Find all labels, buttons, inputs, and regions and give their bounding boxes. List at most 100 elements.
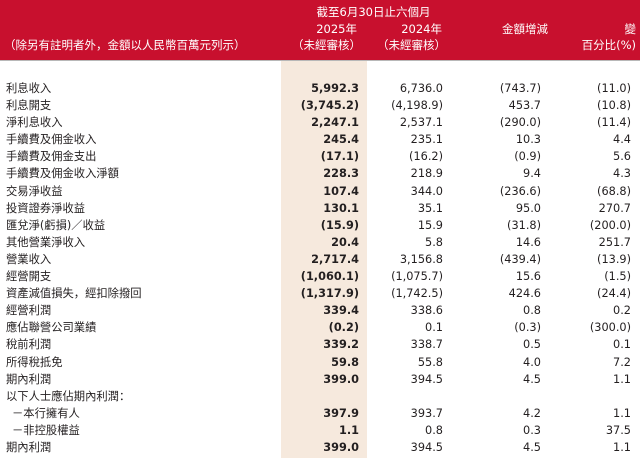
table-row: 稅前利潤 339.2 338.7 0.5 0.1 xyxy=(0,336,640,353)
change-amount: (0.9) xyxy=(514,150,541,164)
table-row: －本行擁有人 397.9 393.7 4.2 1.1 xyxy=(0,405,640,422)
row-label: 期內利潤 xyxy=(6,440,52,454)
change-percent: 0.1 xyxy=(613,338,631,352)
change-amount: (0.3) xyxy=(514,321,541,335)
row-label: －非控股權益 xyxy=(12,423,80,437)
row-label: 投資證券淨收益 xyxy=(6,201,86,215)
change-amount: 4.2 xyxy=(523,406,541,420)
change-percent: (11.4) xyxy=(597,116,631,130)
row-label: 交易淨收益 xyxy=(6,184,63,198)
change-percent: (10.8) xyxy=(597,99,631,113)
table-row: 交易淨收益 107.4 344.0 (236.6) (68.8) xyxy=(0,183,640,200)
table-row: 投資證券淨收益 130.1 35.1 95.0 270.7 xyxy=(0,200,640,217)
value-2024: 0.8 xyxy=(425,423,443,437)
change-amount: 10.3 xyxy=(515,133,541,147)
value-2024: 6,736.0 xyxy=(399,82,443,95)
value-2024: (1,075.7) xyxy=(391,270,443,284)
table-row: 以下人士應佔期內利潤： xyxy=(0,388,640,405)
value-2024: 35.1 xyxy=(417,201,443,215)
period-label: 截至6月30日止六個月 xyxy=(316,5,431,19)
table-row: 經營開支 (1,060.1) (1,075.7) 15.6 (1.5) xyxy=(0,268,640,285)
change-percent: 0.2 xyxy=(613,304,631,318)
change-percent: 4.4 xyxy=(613,133,631,147)
change-amount: 15.6 xyxy=(515,270,541,284)
table-row: 淨利息收入 2,247.1 2,537.1 (290.0) (11.4) xyxy=(0,114,640,131)
row-label: 營業收入 xyxy=(6,252,52,266)
value-2024: 218.9 xyxy=(410,167,443,181)
value-2025: 397.9 xyxy=(323,406,359,420)
value-2024: 0.1 xyxy=(425,321,443,335)
value-2024: 2,537.1 xyxy=(399,116,443,130)
row-label: 利息開支 xyxy=(6,99,52,113)
change-percent: 7.2 xyxy=(613,355,631,369)
row-label: 經營開支 xyxy=(6,270,52,284)
change-amount: 4.0 xyxy=(523,355,541,369)
value-2024: 235.1 xyxy=(410,133,443,147)
change-amount: 424.6 xyxy=(508,287,541,301)
row-label: 其他營業淨收入 xyxy=(6,235,86,249)
value-2025: (0.2) xyxy=(328,321,359,335)
column-header-change-amount: 金額增減 xyxy=(502,22,548,36)
change-amount: 95.0 xyxy=(515,201,541,215)
column-header-2024: 2024年 xyxy=(401,22,442,36)
table-row: 利息收入 5,992.3 6,736.0 (743.7) (11.0) xyxy=(0,80,640,97)
value-2024: 394.5 xyxy=(410,372,443,386)
table-body: 利息收入 5,992.3 6,736.0 (743.7) (11.0) 利息開支 (3,74… xyxy=(0,80,640,456)
change-amount: 4.5 xyxy=(523,372,541,386)
value-2024: 338.7 xyxy=(410,338,443,352)
unaudited-2024: （未經審核） xyxy=(377,38,446,52)
value-2024: 394.5 xyxy=(410,440,443,454)
row-label: 手續費及佣金支出 xyxy=(6,150,97,164)
value-2025: (1,060.1) xyxy=(300,270,359,284)
table-row: 匯兌淨(虧損)／收益 (15.9) 15.9 (31.8) (200.0) xyxy=(0,217,640,234)
table-row: 所得稅抵免 59.8 55.8 4.0 7.2 xyxy=(0,354,640,371)
row-label: 匯兌淨(虧損)／收益 xyxy=(6,218,106,232)
change-percent: 270.7 xyxy=(598,201,631,215)
value-2025: 20.4 xyxy=(331,235,359,249)
value-2025: 2,717.4 xyxy=(311,252,359,266)
change-pct-unit: 百分比(%) xyxy=(581,38,636,52)
change-percent: (68.8) xyxy=(597,184,631,198)
row-label: 手續費及佣金收入淨額 xyxy=(6,167,119,181)
value-2025: 245.4 xyxy=(323,133,359,147)
table-row: 利息開支 (3,745.2) (4,198.9) 453.7 (10.8) xyxy=(0,97,640,114)
value-2025: 59.8 xyxy=(331,355,359,369)
row-label: 資產減值損失，經扣除撥回 xyxy=(6,287,142,301)
change-amount: 0.3 xyxy=(523,423,541,437)
value-2025: 228.3 xyxy=(323,167,359,181)
value-2025: 339.4 xyxy=(323,304,359,318)
table-row: 手續費及佣金支出 (17.1) (16.2) (0.9) 5.6 xyxy=(0,148,640,165)
change-amount: 0.5 xyxy=(523,338,541,352)
table-row: 資產減值損失，經扣除撥回 (1,317.9) (1,742.5) 424.6 (24.4… xyxy=(0,285,640,302)
row-label: －本行擁有人 xyxy=(12,406,80,420)
value-2025: 130.1 xyxy=(323,201,359,215)
value-2025: 339.2 xyxy=(323,338,359,352)
table-row: 手續費及佣金收入淨額 228.3 218.9 9.4 4.3 xyxy=(0,165,640,182)
change-percent: (11.0) xyxy=(597,82,631,95)
change-percent: 4.3 xyxy=(613,167,631,181)
row-label: 經營利潤 xyxy=(6,304,52,318)
row-label: 所得稅抵免 xyxy=(6,355,63,369)
value-2025: (1,317.9) xyxy=(300,287,359,301)
value-2025: (17.1) xyxy=(320,150,359,164)
change-amount: (31.8) xyxy=(507,218,541,232)
change-amount: (439.4) xyxy=(499,252,541,266)
row-label: 淨利息收入 xyxy=(6,116,63,130)
highlight-column-2025 xyxy=(281,60,367,458)
value-2025: 1.1 xyxy=(338,423,359,437)
header-divider xyxy=(0,60,640,61)
value-2024: 15.9 xyxy=(417,218,443,232)
change-percent: (300.0) xyxy=(589,321,631,335)
value-2024: (4,198.9) xyxy=(391,99,443,113)
table-header-background xyxy=(0,0,640,60)
change-percent: (200.0) xyxy=(589,218,631,232)
value-2024: 55.8 xyxy=(417,355,443,369)
value-2025: (15.9) xyxy=(320,218,359,232)
change-percent: 251.7 xyxy=(598,235,631,249)
table-row: 營業收入 2,717.4 3,156.8 (439.4) (13.9) xyxy=(0,251,640,268)
change-amount: 0.8 xyxy=(523,304,541,318)
table-row: 其他營業淨收入 20.4 5.8 14.6 251.7 xyxy=(0,234,640,251)
change-percent: (13.9) xyxy=(597,252,631,266)
change-amount: 9.4 xyxy=(523,167,541,181)
table-row: 手續費及佣金收入 245.4 235.1 10.3 4.4 xyxy=(0,131,640,148)
